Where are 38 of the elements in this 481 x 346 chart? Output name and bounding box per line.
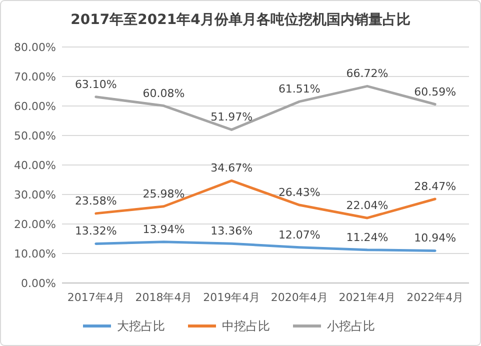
data-label: 13.36% [210, 224, 253, 238]
x-tick-label: 2019年4月 [203, 291, 260, 304]
data-label: 60.08% [142, 86, 185, 100]
legend-label: 中挖占比 [222, 319, 270, 333]
data-label: 63.10% [74, 78, 117, 91]
data-label: 25.98% [142, 187, 185, 200]
y-tick-label: 70.00% [14, 70, 56, 84]
x-tick-label: 2022年4月 [406, 291, 464, 304]
y-tick-label: 60.00% [14, 100, 56, 113]
y-tick-label: 50.00% [14, 130, 56, 142]
data-label: 34.67% [210, 162, 253, 175]
line-series [94, 240, 436, 252]
data-label: 51.97% [210, 110, 253, 124]
data-label: 66.72% [346, 67, 388, 80]
y-tick-label: 40.00% [14, 159, 56, 172]
data-label: 13.94% [142, 222, 185, 236]
data-label: 12.07% [278, 228, 320, 242]
x-tick-label: 2021年4月 [338, 291, 396, 304]
y-tick-label: 80.00% [14, 41, 56, 54]
data-label: 22.04% [346, 198, 388, 212]
y-tick-label: 10.00% [14, 248, 56, 260]
y-tick-label: 20.00% [14, 218, 56, 231]
chart-title: 2017年至2021年4月份单月各吨位挖机国内销量占比 [70, 12, 410, 28]
data-label: 11.24% [346, 230, 388, 244]
y-tick-label: 0.00% [21, 277, 56, 290]
legend-label: 小挖占比 [327, 319, 375, 333]
x-tick-label: 2017年4月 [67, 291, 124, 304]
data-label: 10.94% [414, 232, 456, 245]
x-tick-label: 2020年4月 [270, 291, 328, 304]
data-label: 23.58% [74, 194, 117, 208]
legend-label: 大挖占比 [117, 319, 165, 333]
data-label: 28.47% [414, 180, 456, 194]
data-label: 13.32% [74, 224, 117, 238]
x-tick-label: 2018年4月 [135, 291, 192, 304]
data-label: 60.59% [414, 85, 456, 98]
y-tick-label: 30.00% [14, 188, 56, 202]
data-label: 61.51% [278, 82, 320, 96]
data-label: 26.43% [278, 186, 320, 200]
